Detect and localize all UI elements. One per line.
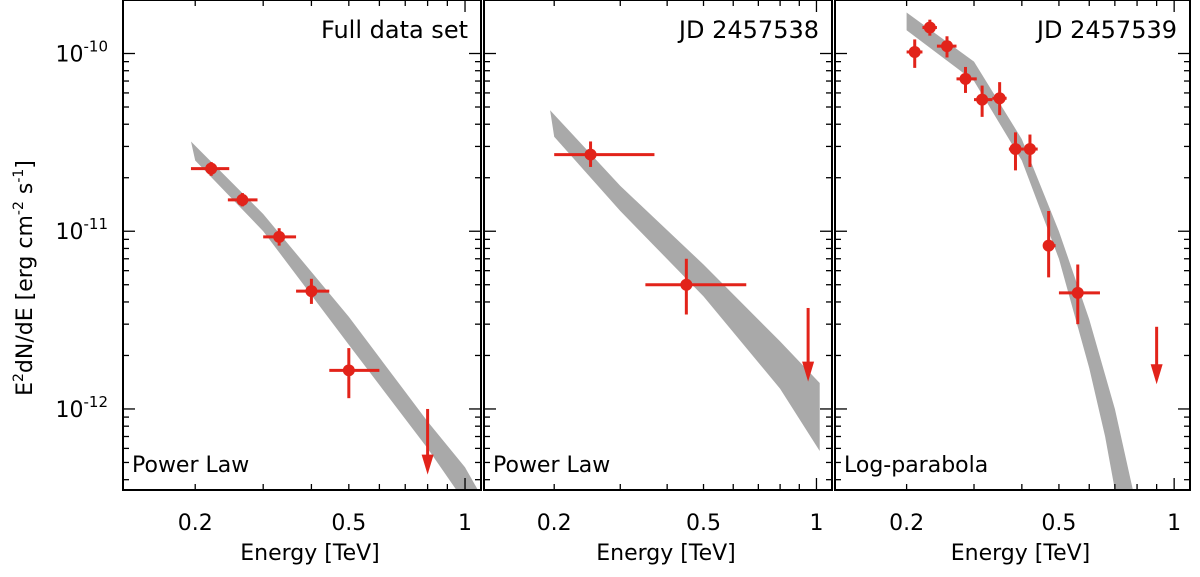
x-axis-title: Energy [TeV] bbox=[240, 541, 379, 566]
upper-limit-head bbox=[421, 454, 434, 475]
upper-limit-arrow bbox=[1150, 326, 1163, 385]
data-marker bbox=[205, 162, 218, 175]
data-point bbox=[1058, 264, 1100, 325]
upper-limit-arrow bbox=[802, 307, 815, 382]
svg-text:E2dN/dE [erg cm-2 s-1]: E2dN/dE [erg cm-2 s-1] bbox=[11, 160, 38, 396]
model-band bbox=[191, 141, 478, 490]
upper-limit-arrow bbox=[421, 408, 434, 475]
plot-area bbox=[906, 12, 1163, 490]
panel-frame bbox=[122, 0, 482, 491]
model-label: Power Law bbox=[132, 453, 249, 478]
data-point bbox=[190, 162, 230, 176]
data-point bbox=[645, 258, 747, 315]
panel-title: JD 2457539 bbox=[1035, 16, 1177, 44]
data-marker bbox=[584, 148, 597, 161]
panel-3: 0.2 0.5 1 Energy [TeV] JD 2457539 Log-parabol… bbox=[834, 0, 1191, 566]
data-marker bbox=[1023, 143, 1036, 156]
data-marker bbox=[940, 40, 953, 53]
data-point bbox=[554, 141, 655, 167]
data-marker bbox=[993, 92, 1006, 105]
data-marker bbox=[1009, 143, 1022, 156]
data-point bbox=[936, 36, 957, 58]
data-point bbox=[329, 348, 380, 399]
data-marker bbox=[1071, 286, 1084, 299]
x-tick-label: 0.5 bbox=[686, 511, 721, 536]
data-point bbox=[296, 278, 330, 304]
data-point bbox=[906, 39, 923, 68]
data-point bbox=[974, 85, 993, 117]
data-point bbox=[1023, 134, 1038, 167]
x-tick-label: 0.2 bbox=[178, 511, 213, 536]
data-point bbox=[1042, 210, 1056, 278]
y-tick-label: 10-12 bbox=[56, 393, 109, 423]
panels: 0.2 0.5 1 Energy [TeV] Full data set Power La… bbox=[56, 0, 1191, 566]
data-marker bbox=[959, 72, 972, 85]
model-band bbox=[906, 12, 1133, 490]
x-tick-label: 0.5 bbox=[331, 511, 366, 536]
panel-title: Full data set bbox=[321, 16, 468, 44]
data-point bbox=[263, 228, 297, 246]
data-marker bbox=[1042, 239, 1055, 252]
data-marker bbox=[273, 230, 286, 243]
plot-area bbox=[190, 141, 478, 490]
data-marker bbox=[923, 21, 936, 34]
x-tick-label: 0.2 bbox=[537, 511, 572, 536]
x-tick-label: 0.2 bbox=[889, 511, 924, 536]
data-marker bbox=[236, 193, 249, 206]
panel-1: 0.2 0.5 1 Energy [TeV] Full data set Power La… bbox=[122, 0, 482, 566]
data-marker bbox=[976, 93, 989, 106]
model-label: Power Law bbox=[493, 453, 610, 478]
y-axis-title: E2dN/dE [erg cm-2 s-1] bbox=[11, 160, 38, 396]
y-tick-label: 10-11 bbox=[56, 215, 109, 245]
data-marker bbox=[908, 45, 921, 58]
model-label: Log-parabola bbox=[844, 453, 988, 478]
panel-frame bbox=[483, 0, 833, 491]
plot-area bbox=[550, 110, 820, 451]
data-point bbox=[922, 19, 937, 36]
x-tick-label: 1 bbox=[809, 511, 823, 536]
y-tick-labels: 10-10 10-11 10-12 bbox=[56, 38, 109, 423]
data-marker bbox=[680, 278, 693, 291]
data-marker bbox=[305, 285, 318, 298]
panel-frame bbox=[834, 0, 1191, 491]
x-axis-title: Energy [TeV] bbox=[596, 541, 735, 566]
ticks bbox=[835, 0, 1190, 490]
panel-title: JD 2457538 bbox=[677, 16, 819, 44]
data-point bbox=[992, 82, 1007, 116]
upper-limit-head bbox=[802, 361, 815, 382]
y-tick-label: 10-10 bbox=[56, 38, 109, 68]
data-point bbox=[227, 193, 258, 207]
x-tick-label: 1 bbox=[1167, 511, 1181, 536]
x-tick-label: 0.5 bbox=[1041, 511, 1076, 536]
data-marker bbox=[342, 364, 355, 377]
data-point bbox=[1008, 132, 1024, 171]
model-band bbox=[550, 110, 820, 451]
data-point bbox=[956, 66, 977, 93]
x-axis-title: Energy [TeV] bbox=[951, 541, 1090, 566]
upper-limit-head bbox=[1150, 364, 1163, 385]
x-tick-label: 1 bbox=[458, 511, 472, 536]
panel-2: 0.2 0.5 1 Energy [TeV] JD 2457538 Power Law bbox=[483, 0, 833, 566]
